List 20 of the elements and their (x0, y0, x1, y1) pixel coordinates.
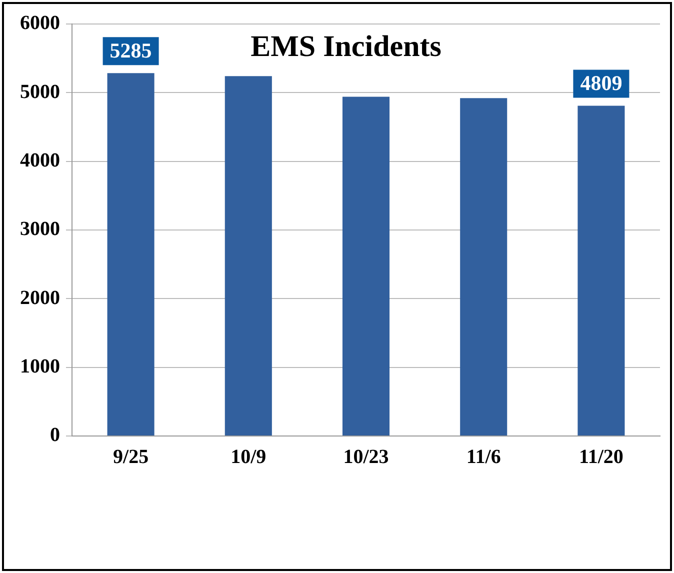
y-tick-label: 0 (50, 424, 60, 446)
y-tick-label: 5000 (20, 80, 60, 103)
bar (342, 96, 390, 436)
y-tick-label: 4000 (20, 150, 60, 172)
data-label: 4809 (580, 71, 622, 96)
x-tick-label: 9/25 (113, 446, 149, 468)
y-tick-label: 6000 (20, 12, 60, 34)
y-tick-label: 1000 (20, 356, 60, 378)
data-label: 5285 (110, 38, 152, 63)
bar (578, 106, 625, 436)
x-tick-label: 10/9 (230, 446, 266, 468)
bar (107, 73, 154, 436)
bar (224, 76, 272, 436)
x-tick-label: 10/23 (343, 446, 389, 468)
y-tick-label: 2000 (20, 286, 60, 309)
bar (460, 98, 508, 436)
x-tick-label: 11/6 (466, 446, 501, 468)
y-tick-label: 3000 (20, 218, 60, 240)
x-tick-label: 11/20 (578, 446, 624, 468)
chart-title: EMS Incidents (250, 30, 442, 63)
